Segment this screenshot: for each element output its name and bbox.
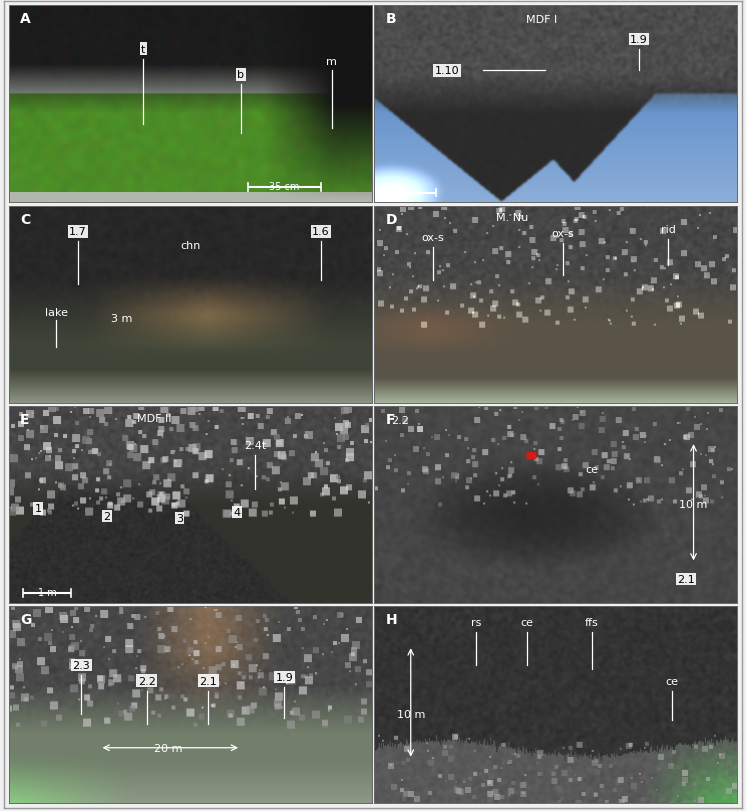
Text: 35 cm: 35 cm xyxy=(269,182,300,191)
Text: t: t xyxy=(141,45,145,55)
Text: 1.6: 1.6 xyxy=(312,227,330,237)
Text: ox-s: ox-s xyxy=(551,229,574,239)
Text: lake: lake xyxy=(45,307,68,318)
Text: 1: 1 xyxy=(34,504,42,513)
Text: 20 m: 20 m xyxy=(154,743,183,753)
Text: rid: rid xyxy=(661,225,676,235)
Text: rs: rs xyxy=(471,617,481,627)
Text: MDF I: MDF I xyxy=(526,15,557,25)
Text: ffs: ffs xyxy=(585,617,599,627)
Text: ce: ce xyxy=(665,676,678,686)
Text: 1 m: 1 m xyxy=(403,187,422,197)
Text: 1.9: 1.9 xyxy=(630,35,648,45)
Text: 2.2: 2.2 xyxy=(138,676,156,686)
Text: m: m xyxy=(326,57,337,67)
Text: G: G xyxy=(20,612,31,626)
Text: M. Nu: M. Nu xyxy=(496,213,528,223)
Text: C: C xyxy=(20,212,30,226)
Text: 1 m: 1 m xyxy=(37,587,57,597)
Text: 1.9: 1.9 xyxy=(275,672,293,682)
Text: D: D xyxy=(386,212,397,226)
Text: ox-s: ox-s xyxy=(421,233,444,242)
Text: 3 m: 3 m xyxy=(110,314,132,324)
Text: 2: 2 xyxy=(103,512,110,521)
Text: b: b xyxy=(237,71,245,80)
Text: B: B xyxy=(386,12,396,27)
Text: 1.10: 1.10 xyxy=(435,67,460,76)
Text: A: A xyxy=(20,12,31,27)
Text: 2.1: 2.1 xyxy=(677,574,695,585)
Text: 1.7: 1.7 xyxy=(69,227,87,237)
Text: 2.4t: 2.4t xyxy=(245,440,266,451)
Text: chn: chn xyxy=(180,241,201,251)
Text: 3: 3 xyxy=(176,513,183,523)
Text: ce: ce xyxy=(520,617,533,627)
Text: 10 m: 10 m xyxy=(680,500,708,509)
Text: ce: ce xyxy=(586,464,598,474)
Text: 2.2: 2.2 xyxy=(391,415,409,425)
Text: 2.1: 2.1 xyxy=(199,676,217,686)
Text: F: F xyxy=(386,412,395,427)
Text: MDF II: MDF II xyxy=(137,413,172,423)
Text: H: H xyxy=(386,612,397,626)
Text: 2.3: 2.3 xyxy=(72,660,90,670)
Text: E: E xyxy=(20,412,29,427)
Text: 4: 4 xyxy=(233,508,241,517)
Text: 10 m: 10 m xyxy=(397,710,425,719)
